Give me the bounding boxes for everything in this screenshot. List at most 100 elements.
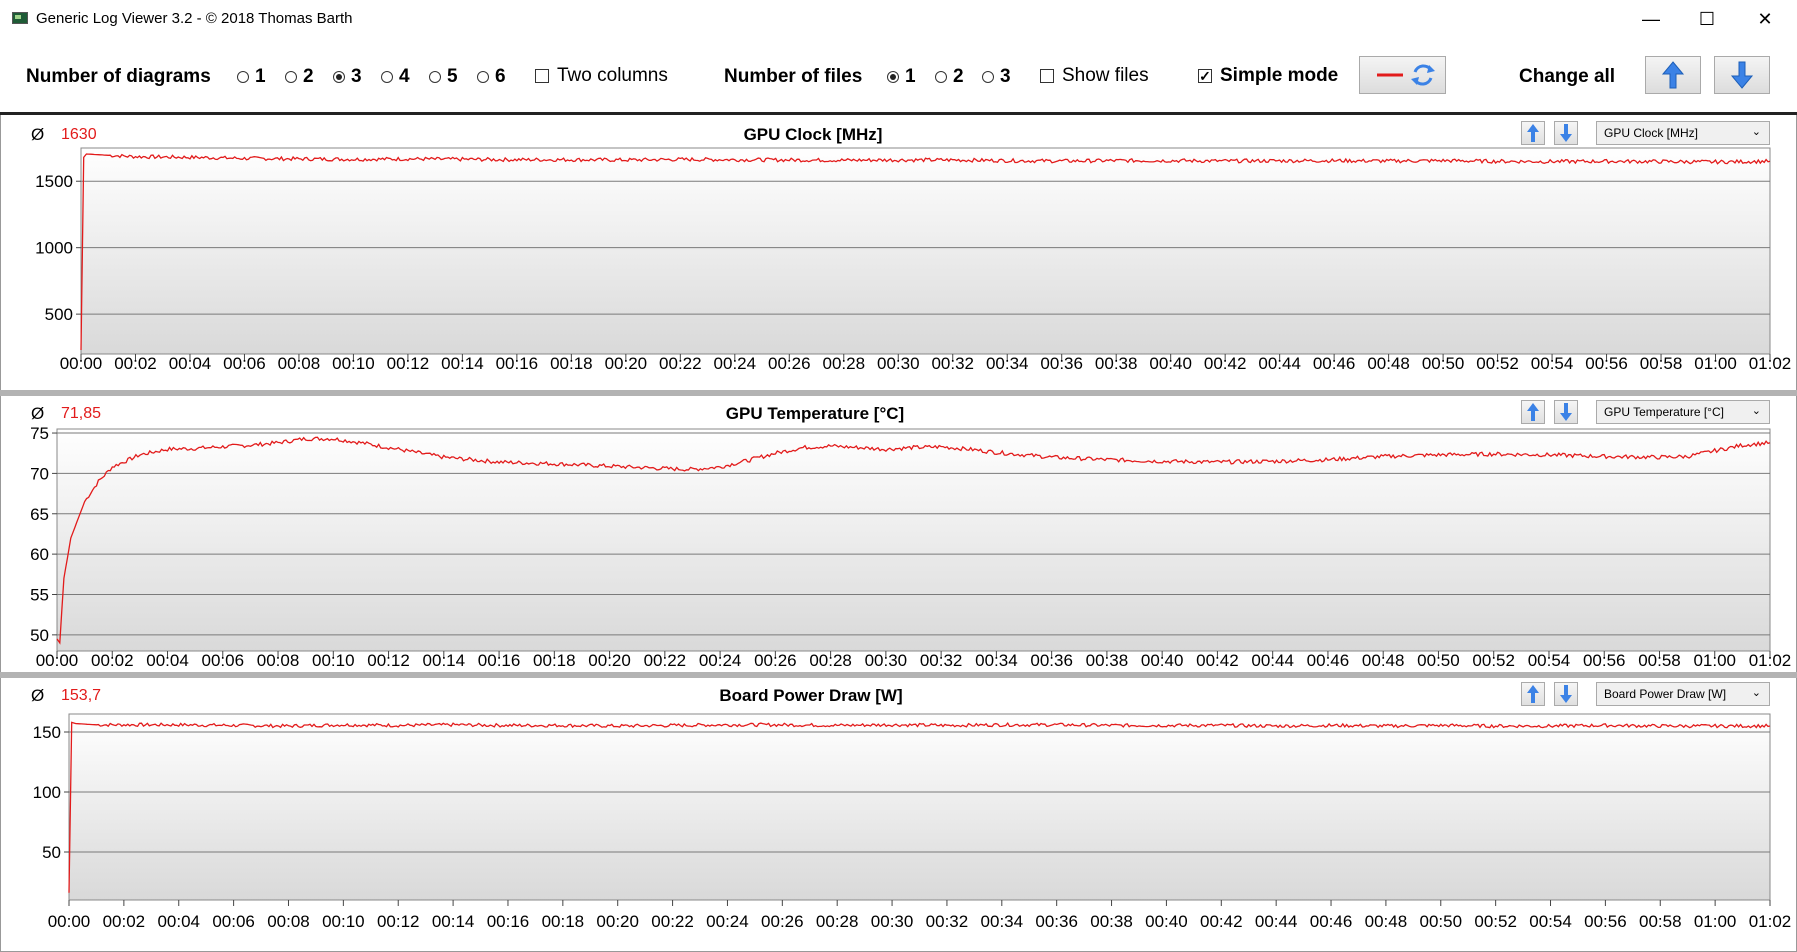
x-tick-label: 00:46 <box>1310 912 1353 931</box>
red-line-refresh-icon <box>1376 64 1435 86</box>
x-tick-label: 00:52 <box>1472 651 1515 670</box>
y-tick-label: 60 <box>30 545 49 564</box>
x-tick-label: 00:26 <box>754 651 797 670</box>
x-tick-label: 00:40 <box>1145 912 1188 931</box>
diagram-up-button[interactable] <box>1521 400 1545 424</box>
toolbar-divider <box>0 112 1797 115</box>
x-tick-label: 01:00 <box>1694 354 1737 373</box>
x-tick-label: 00:42 <box>1204 354 1247 373</box>
y-tick-label: 500 <box>45 305 73 324</box>
series-line <box>80 153 1771 351</box>
diagrams-radio-3[interactable]: 3 <box>333 66 362 88</box>
x-tick-label: 00:20 <box>588 651 631 670</box>
line-color-refresh-button[interactable] <box>1359 56 1446 94</box>
y-tick-label: 65 <box>30 505 49 524</box>
x-tick-label: 00:08 <box>257 651 300 670</box>
checkbox-box <box>1040 69 1054 83</box>
radio-circle <box>237 71 249 83</box>
diagrams-radio-5[interactable]: 5 <box>429 66 458 88</box>
panel-divider <box>0 390 1797 396</box>
arrow-down-icon <box>1560 403 1572 421</box>
change-all-label: Change all <box>1519 66 1616 87</box>
radio-circle-selected <box>333 71 345 83</box>
files-radio-1[interactable]: 1 <box>887 66 916 88</box>
channel-dropdown[interactable]: GPU Clock [MHz] ⌄ <box>1596 121 1770 145</box>
diagram-up-button[interactable] <box>1521 682 1545 706</box>
simple-mode-checkbox[interactable]: ✓ Simple mode <box>1198 65 1339 86</box>
x-tick-label: 00:20 <box>605 354 648 373</box>
change-all-up-button[interactable] <box>1645 56 1701 94</box>
y-tick-label: 150 <box>33 723 61 742</box>
x-tick-label: 01:02 <box>1749 651 1792 670</box>
diagrams-radio-1[interactable]: 1 <box>237 66 266 88</box>
radio-circle <box>285 71 297 83</box>
x-tick-label: 00:34 <box>986 354 1029 373</box>
diagram-panel-1: Ø 1630 GPU Clock [MHz] GPU Clock [MHz] ⌄ … <box>0 115 1797 390</box>
two-columns-checkbox[interactable]: Two columns <box>535 65 668 87</box>
x-tick-label: 00:06 <box>223 354 266 373</box>
x-tick-label: 00:02 <box>114 354 157 373</box>
x-tick-label: 00:14 <box>423 651 466 670</box>
x-tick-label: 00:36 <box>1040 354 1083 373</box>
window-title: Generic Log Viewer 3.2 - © 2018 Thomas B… <box>36 10 353 27</box>
x-tick-label: 00:40 <box>1149 354 1192 373</box>
average-symbol: Ø <box>31 125 45 144</box>
x-tick-label: 00:34 <box>981 912 1024 931</box>
diagram-down-button[interactable] <box>1554 400 1578 424</box>
minimize-button[interactable]: — <box>1642 8 1660 29</box>
x-tick-label: 00:36 <box>1030 651 1073 670</box>
x-tick-label: 00:12 <box>387 354 430 373</box>
diagram-up-button[interactable] <box>1521 121 1545 145</box>
x-tick-label: 00:58 <box>1640 354 1683 373</box>
radio-circle <box>381 71 393 83</box>
y-tick-label: 70 <box>30 464 49 483</box>
x-tick-label: 00:04 <box>146 651 189 670</box>
change-all-down-button[interactable] <box>1714 56 1770 94</box>
x-tick-label: 00:46 <box>1313 354 1356 373</box>
y-tick-label: 1000 <box>35 239 73 258</box>
app-icon <box>12 12 28 24</box>
x-tick-label: 00:12 <box>367 651 410 670</box>
close-button[interactable]: ✕ <box>1757 8 1773 29</box>
arrow-up-icon <box>1527 403 1539 421</box>
channel-dropdown[interactable]: GPU Temperature [°C] ⌄ <box>1596 400 1770 424</box>
x-tick-label: 00:30 <box>865 651 908 670</box>
series-line <box>56 436 1771 645</box>
show-files-checkbox[interactable]: Show files <box>1040 65 1149 87</box>
y-tick-label: 100 <box>33 783 61 802</box>
gpu-temperature-chart: 50 55 60 65 70 75 00:00 00:02 00:04 00:06 00:08 00:… <box>30 424 1792 670</box>
x-tick-label: 00:42 <box>1196 651 1239 670</box>
x-tick-label: 00:20 <box>596 912 639 931</box>
panel-divider <box>0 672 1797 678</box>
diagrams-radio-4[interactable]: 4 <box>381 66 410 88</box>
x-tick-label: 00:00 <box>48 912 91 931</box>
x-tick-label: 00:34 <box>975 651 1018 670</box>
x-tick-label: 00:30 <box>877 354 920 373</box>
x-tick-label: 01:00 <box>1694 912 1737 931</box>
diagrams-radio-6[interactable]: 6 <box>477 66 506 88</box>
x-tick-label: 00:42 <box>1200 912 1243 931</box>
board-power-chart: 50 100 150 00:00 00:02 00:04 00:06 00:08 00:10 00… <box>33 713 1792 931</box>
x-tick-label: 00:14 <box>432 912 475 931</box>
files-radio-3[interactable]: 3 <box>982 66 1011 88</box>
x-tick-label: 00:28 <box>816 912 859 931</box>
x-tick-label: 01:02 <box>1749 912 1792 931</box>
x-tick-label: 00:38 <box>1090 912 1133 931</box>
x-tick-label: 00:56 <box>1583 651 1626 670</box>
x-tick-label: 00:04 <box>169 354 212 373</box>
files-radio-2[interactable]: 2 <box>935 66 964 88</box>
channel-dropdown[interactable]: Board Power Draw [W] ⌄ <box>1596 682 1770 706</box>
maximize-button[interactable]: ☐ <box>1698 8 1716 29</box>
x-tick-label: 00:54 <box>1528 651 1571 670</box>
x-tick-label: 00:32 <box>931 354 974 373</box>
chevron-down-icon: ⌄ <box>1751 126 1761 138</box>
y-tick-label: 50 <box>42 843 61 862</box>
diagram-title: GPU Temperature [°C] <box>725 404 905 423</box>
diagrams-radio-2[interactable]: 2 <box>285 66 314 88</box>
arrow-up-icon <box>1661 61 1685 89</box>
x-tick-label: 00:56 <box>1584 912 1627 931</box>
diagram-down-button[interactable] <box>1554 682 1578 706</box>
x-tick-label: 00:12 <box>377 912 420 931</box>
x-tick-label: 00:46 <box>1307 651 1350 670</box>
diagram-down-button[interactable] <box>1554 121 1578 145</box>
